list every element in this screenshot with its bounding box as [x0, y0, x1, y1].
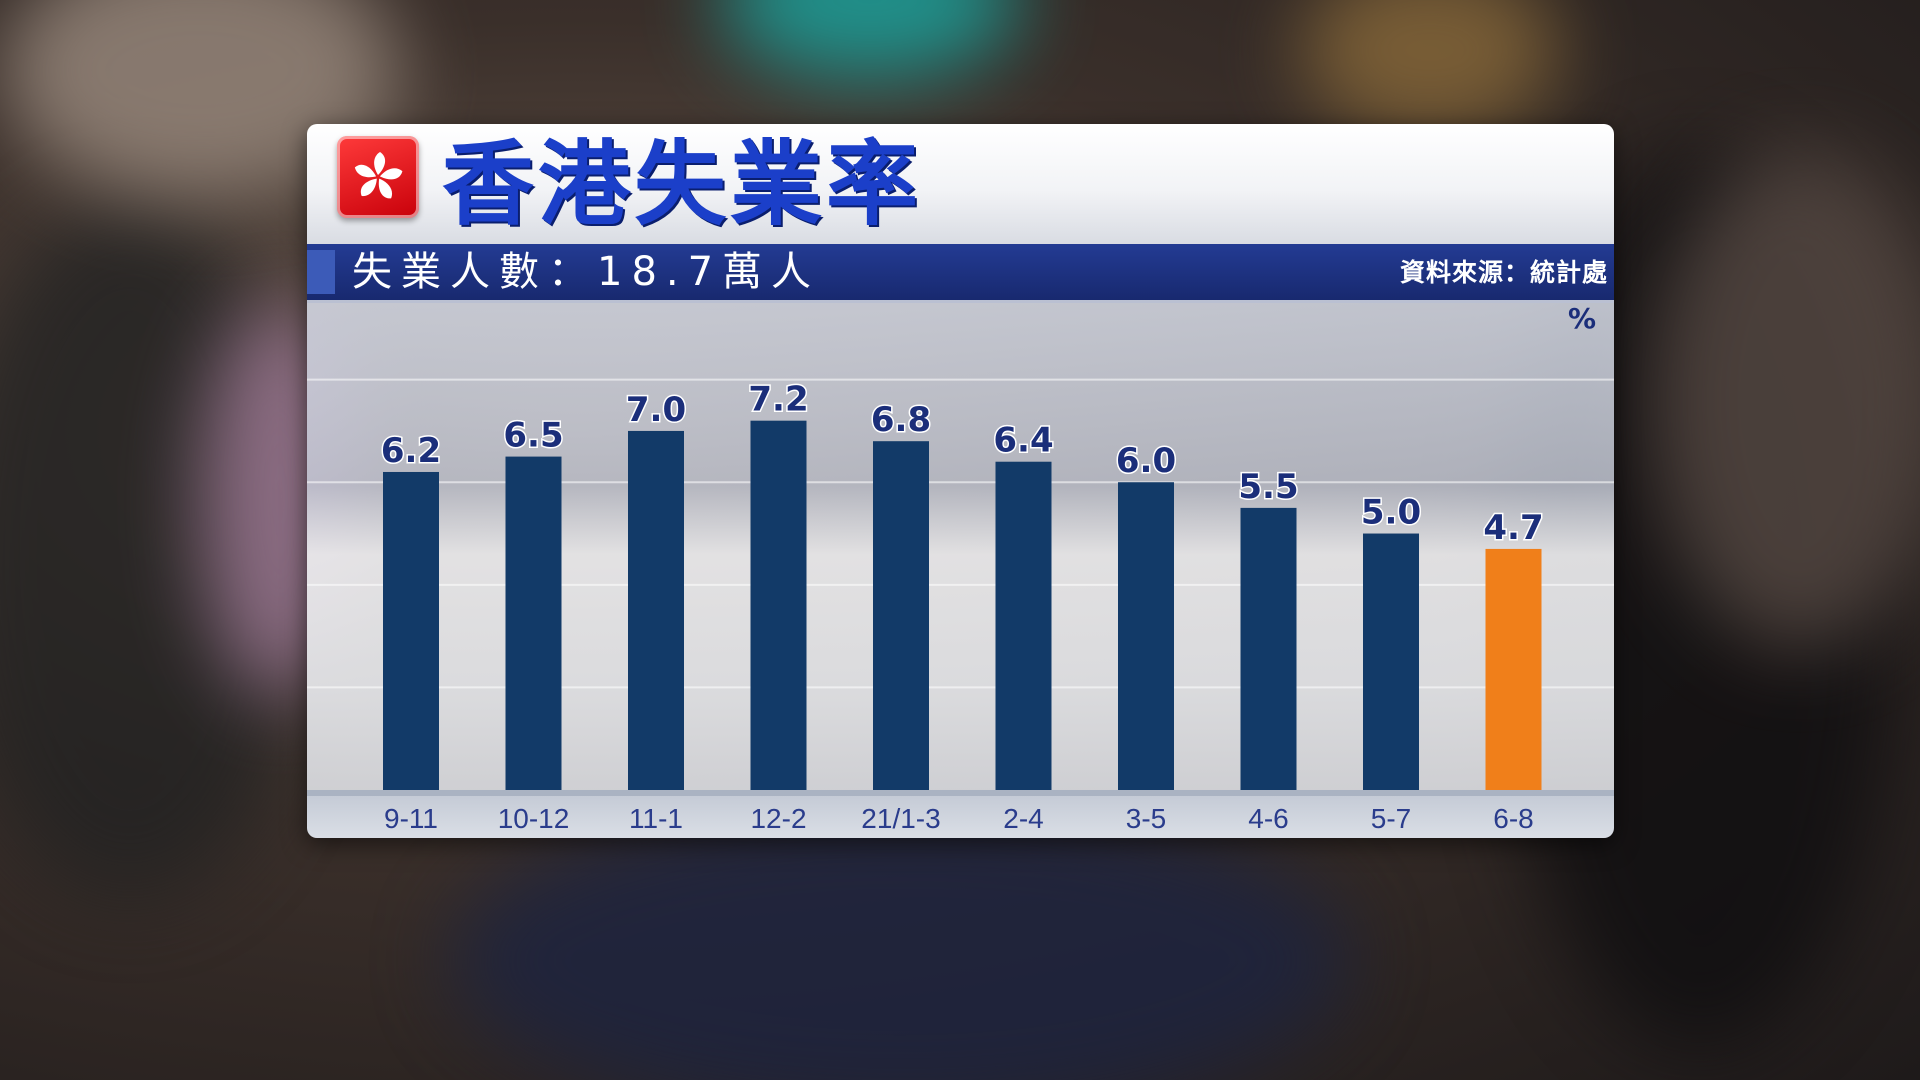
bar — [505, 456, 562, 790]
x-tick-label: 2-4 — [1003, 803, 1043, 834]
x-axis-band — [307, 790, 1614, 838]
x-tick-label: 6-8 — [1493, 803, 1533, 834]
x-tick-label: 21/1-3 — [861, 803, 940, 834]
bar — [1240, 507, 1297, 790]
chart-panel: 香港失業率 失業人數：18.7萬人 資料來源：統計處 % 6.2 6.5 7.0 7.… — [307, 124, 1614, 838]
bar — [383, 471, 439, 790]
value-label: 6.0 — [1116, 441, 1176, 481]
x-tick-label: 5-7 — [1371, 803, 1411, 834]
value-label: 6.8 — [871, 400, 931, 440]
x-tick-label: 3-5 — [1126, 803, 1166, 834]
bar — [995, 461, 1052, 790]
y-unit-label: % — [1567, 302, 1596, 335]
bar — [628, 430, 684, 790]
x-tick-label: 9-11 — [384, 803, 438, 834]
bar — [1118, 482, 1174, 790]
x-tick-label: 11-1 — [629, 803, 683, 834]
bar — [750, 420, 807, 790]
bar — [1363, 533, 1419, 790]
hong-kong-flag-icon — [337, 136, 419, 218]
x-tick-label: 10-12 — [498, 803, 570, 834]
bar — [873, 441, 929, 790]
value-label: 7.2 — [748, 380, 808, 420]
source-note: 資料來源：統計處 — [1399, 258, 1608, 287]
value-label: 6.4 — [993, 421, 1053, 461]
bar-highlight — [1485, 548, 1542, 790]
value-label: 6.5 — [503, 416, 563, 456]
subtitle: 失業人數：18.7萬人 — [352, 249, 821, 295]
bar-chart: 6.2 6.5 7.0 7.2 6.8 6.4 6.0 5.5 5.0 4.7 9-11 10-12… — [307, 378, 1614, 834]
x-tick-label: 4-6 — [1248, 803, 1288, 834]
subtitle-accent — [307, 250, 335, 294]
value-label: 6.2 — [381, 431, 441, 471]
title-bar: 香港失業率 — [307, 124, 1614, 244]
x-tick-label: 12-2 — [750, 803, 806, 834]
value-label: 4.7 — [1483, 508, 1543, 548]
value-label: 5.0 — [1361, 493, 1421, 533]
value-label: 7.0 — [626, 390, 686, 430]
value-label: 5.5 — [1238, 467, 1298, 507]
page-title: 香港失業率 — [442, 131, 923, 238]
